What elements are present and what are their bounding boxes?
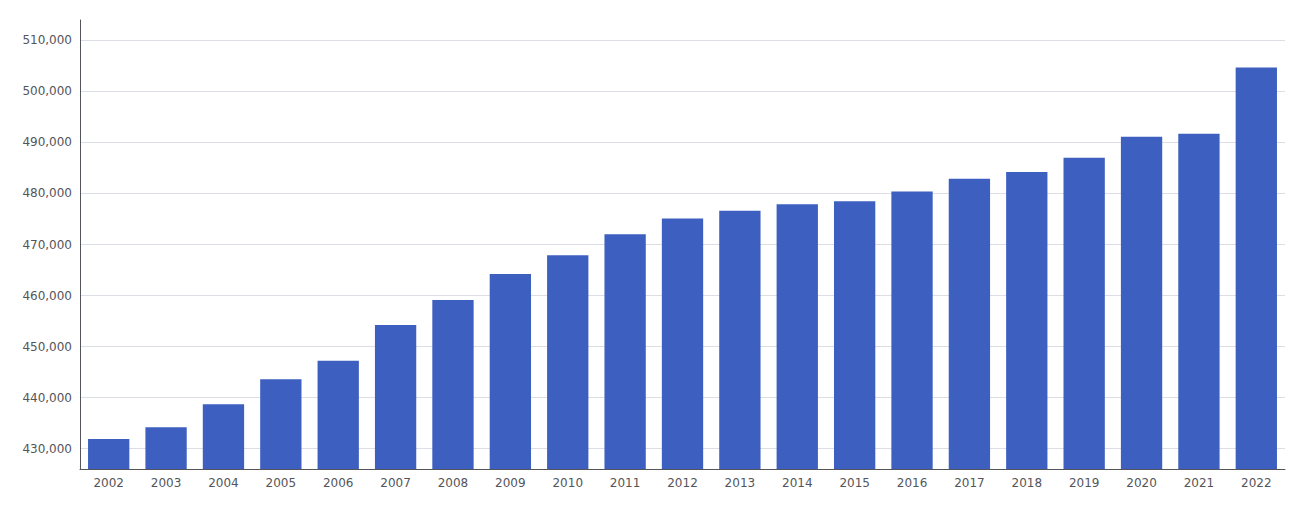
svg-text:2007: 2007: [380, 476, 411, 490]
svg-text:490,000: 490,000: [22, 135, 72, 149]
svg-text:440,000: 440,000: [22, 391, 72, 405]
svg-text:480,000: 480,000: [22, 186, 72, 200]
svg-text:2013: 2013: [725, 476, 756, 490]
svg-text:470,000: 470,000: [22, 238, 72, 252]
svg-text:2015: 2015: [839, 476, 870, 490]
svg-text:2014: 2014: [782, 476, 813, 490]
svg-text:2020: 2020: [1126, 476, 1157, 490]
svg-text:2005: 2005: [266, 476, 297, 490]
svg-text:2012: 2012: [667, 476, 698, 490]
svg-text:2018: 2018: [1012, 476, 1043, 490]
svg-text:510,000: 510,000: [22, 33, 72, 47]
svg-text:2008: 2008: [438, 476, 469, 490]
svg-text:2002: 2002: [93, 476, 124, 490]
svg-text:430,000: 430,000: [22, 442, 72, 456]
svg-text:2011: 2011: [610, 476, 641, 490]
svg-text:2003: 2003: [151, 476, 182, 490]
svg-text:2010: 2010: [552, 476, 583, 490]
svg-text:2022: 2022: [1241, 476, 1272, 490]
svg-text:2009: 2009: [495, 476, 526, 490]
svg-text:2004: 2004: [208, 476, 239, 490]
svg-text:460,000: 460,000: [22, 289, 72, 303]
svg-text:2019: 2019: [1069, 476, 1100, 490]
svg-text:500,000: 500,000: [22, 84, 72, 98]
svg-text:2021: 2021: [1184, 476, 1215, 490]
svg-text:450,000: 450,000: [22, 340, 72, 354]
svg-text:2006: 2006: [323, 476, 354, 490]
svg-text:2017: 2017: [954, 476, 985, 490]
svg-text:2016: 2016: [897, 476, 928, 490]
